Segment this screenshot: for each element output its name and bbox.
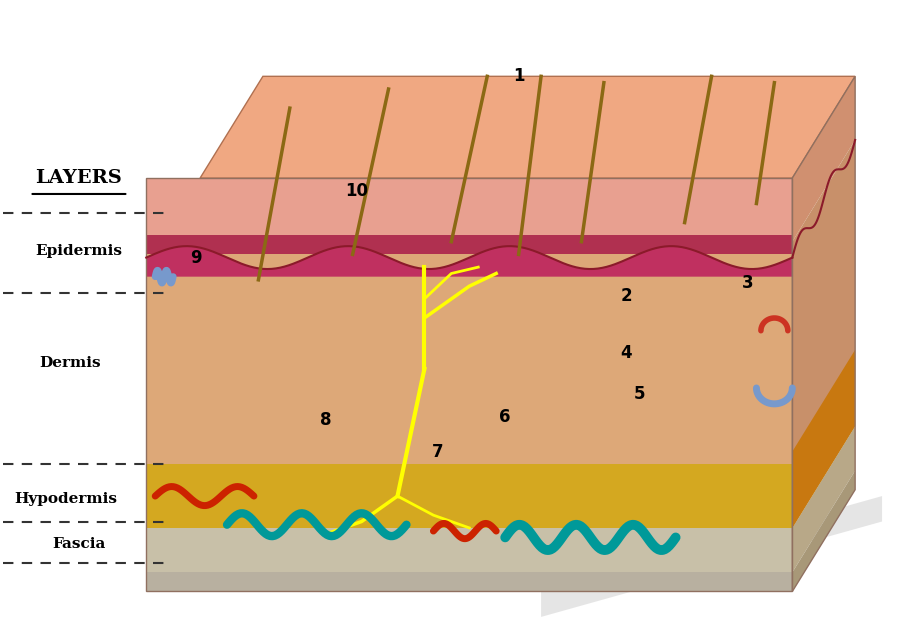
Text: LAYERS: LAYERS (36, 169, 122, 187)
Text: 1: 1 (513, 67, 525, 85)
Polygon shape (146, 572, 792, 591)
Polygon shape (146, 242, 792, 464)
Text: Hypodermis: Hypodermis (14, 492, 117, 506)
Polygon shape (792, 76, 855, 242)
Text: 6: 6 (500, 408, 511, 425)
Polygon shape (146, 528, 792, 572)
Polygon shape (200, 76, 855, 178)
Text: Epidermis: Epidermis (35, 244, 122, 258)
Polygon shape (792, 140, 855, 464)
Text: 8: 8 (320, 411, 331, 429)
Polygon shape (146, 246, 792, 277)
Text: 7: 7 (432, 443, 444, 460)
Text: 4: 4 (620, 344, 632, 362)
Polygon shape (146, 235, 792, 254)
Text: 3: 3 (742, 274, 753, 292)
Text: 9: 9 (190, 249, 202, 266)
Polygon shape (792, 426, 855, 572)
Text: Dermis: Dermis (40, 356, 101, 370)
Polygon shape (792, 363, 855, 528)
Text: 5: 5 (634, 385, 645, 403)
Polygon shape (146, 178, 792, 242)
Polygon shape (541, 496, 882, 617)
Polygon shape (146, 464, 792, 528)
Polygon shape (792, 350, 855, 528)
Polygon shape (792, 471, 855, 591)
Text: 10: 10 (346, 182, 369, 200)
Text: Fascia: Fascia (52, 537, 105, 551)
Text: 2: 2 (620, 287, 632, 305)
